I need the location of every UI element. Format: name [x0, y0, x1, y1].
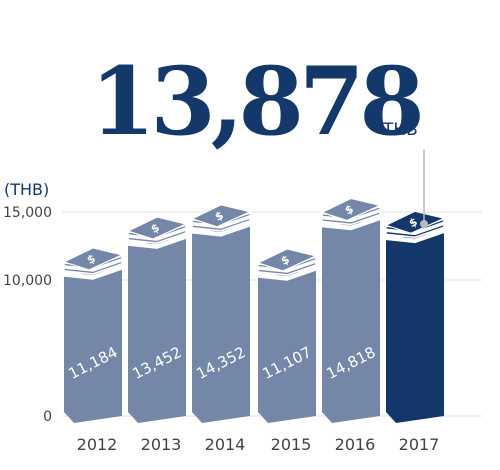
x-tick-label: 2015: [271, 435, 312, 454]
x-tick-label: 2014: [205, 435, 246, 454]
bars: $11,184$13,452$14,352$11,107$14,818$: [62, 197, 446, 423]
bar-top: [256, 248, 318, 272]
y-tick-label: 15,000: [3, 205, 52, 221]
bill-layer: [63, 264, 123, 280]
bar-2012: $11,184: [62, 247, 124, 423]
x-tick-label: 2017: [399, 435, 440, 454]
bar-body: [322, 219, 380, 423]
y-tick-label: 10,000: [3, 273, 52, 289]
pointer-dot: [420, 220, 428, 228]
y-tick-label: 0: [43, 409, 52, 425]
bar-2014: $14,352: [190, 204, 252, 423]
bar-top: [190, 204, 252, 228]
headline-pointer: [420, 150, 428, 228]
bar-2017: $: [384, 210, 446, 423]
bill-layer: [385, 228, 445, 244]
bar-body: [128, 238, 186, 423]
bill-layer: [321, 215, 381, 231]
headline-value: 13,878: [90, 47, 420, 157]
bar-top: [126, 216, 188, 240]
x-tick-label: 2012: [77, 435, 118, 454]
bill-layer: [127, 228, 187, 244]
bill-layer: [191, 216, 251, 232]
bill-layer: [321, 210, 381, 226]
bill-layer: [63, 259, 123, 275]
bill-layer: [191, 221, 251, 237]
y-axis: 0 10,000 15,000: [3, 205, 52, 425]
headline-unit: THB: [382, 120, 418, 140]
y-axis-label: (THB): [4, 180, 49, 199]
bill-layer: [385, 223, 445, 239]
bill-layer: [127, 233, 187, 249]
x-axis: 2012 2013 2014 2015 2016 2017: [77, 435, 440, 454]
bar-2016: $14,818: [320, 197, 382, 423]
bar-top: [320, 197, 382, 222]
bar-body: [258, 269, 316, 423]
bar-2013: $13,452: [126, 216, 188, 423]
bar-top: [384, 210, 446, 234]
bar-body: [386, 232, 444, 423]
bar-2015: $11,107: [256, 248, 318, 423]
bar-top: [62, 247, 124, 271]
x-tick-label: 2016: [335, 435, 376, 454]
x-tick-label: 2013: [141, 435, 182, 454]
bill-layer: [257, 265, 317, 281]
bill-layer: [257, 260, 317, 276]
bar-body: [192, 225, 250, 423]
bar-body: [64, 268, 122, 423]
